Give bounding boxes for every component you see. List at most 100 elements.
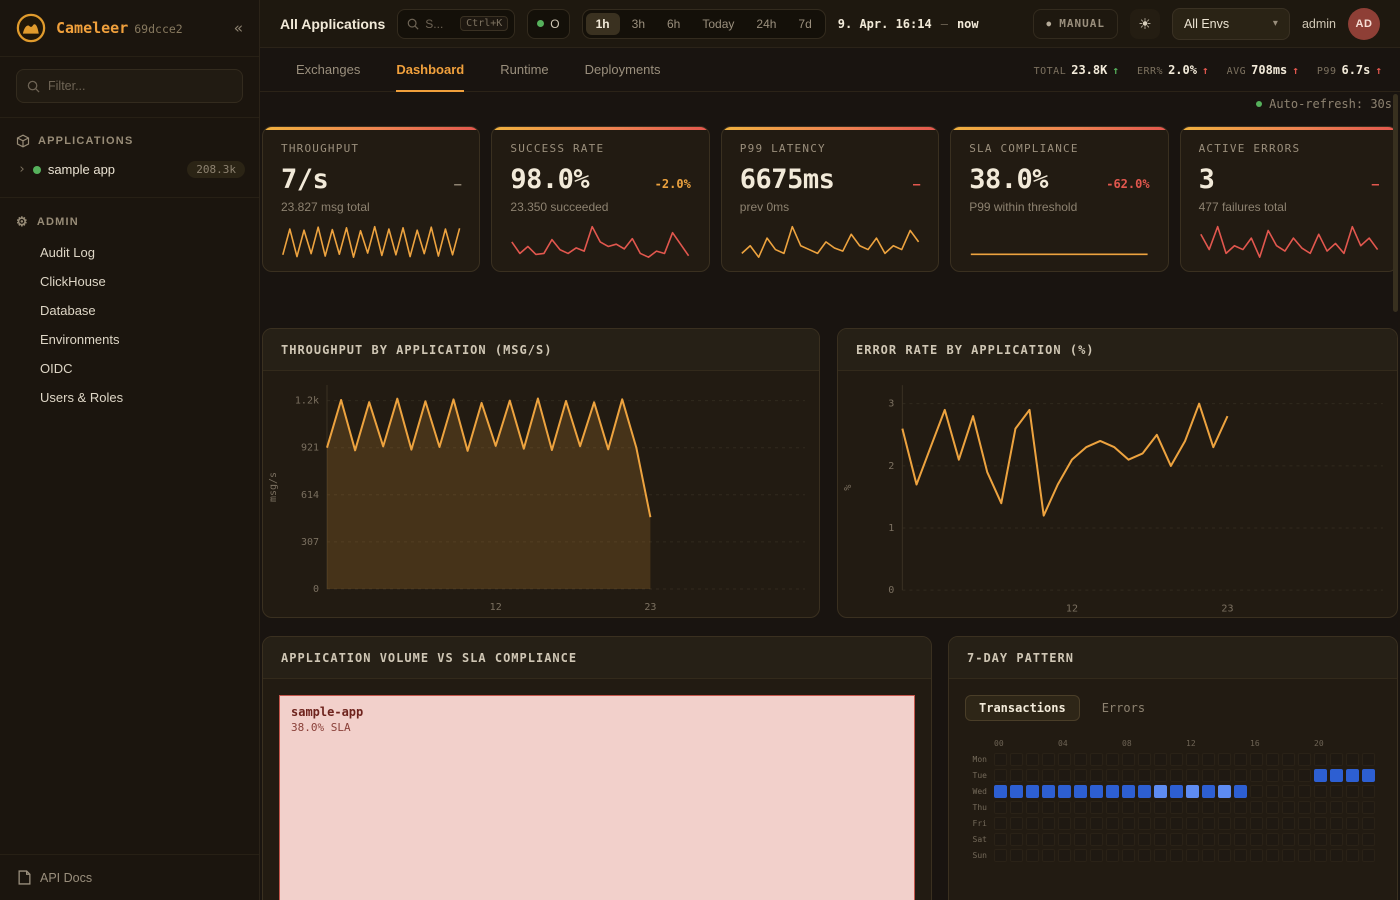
heatmap-cell[interactable] [1298,849,1311,862]
user-avatar[interactable]: AD [1348,7,1380,40]
heatmap-cell[interactable] [1058,817,1071,830]
heatmap-cell[interactable] [1090,833,1103,846]
heatmap-cell[interactable] [1202,849,1215,862]
heatmap-cell[interactable] [1010,817,1023,830]
heatmap-cell[interactable] [1346,801,1359,814]
heatmap-cell[interactable] [1074,785,1087,798]
throughput-chart-plot[interactable]: 0 307 614 921 1.2k 12 23 msg/s [263,371,819,618]
filter-input-box[interactable] [16,69,243,103]
heatmap-cell[interactable] [1106,769,1119,782]
heatmap-cell[interactable] [1266,849,1279,862]
heatmap-cell[interactable] [1346,817,1359,830]
heatmap-cell[interactable] [1026,817,1039,830]
heatmap-cell[interactable] [1154,753,1167,766]
heatmap-cell[interactable] [1362,801,1375,814]
heatmap-cell[interactable] [1042,785,1055,798]
heatmap-cell[interactable] [1058,769,1071,782]
heatmap-cell[interactable] [1234,769,1247,782]
heatmap-cell[interactable] [1282,833,1295,846]
heatmap-cell[interactable] [1058,801,1071,814]
heatmap-cell[interactable] [1074,801,1087,814]
sidebar-item-clickhouse[interactable]: ClickHouse [40,274,106,289]
heatmap-cell[interactable] [994,753,1007,766]
heatmap-cell[interactable] [1250,801,1263,814]
heatmap-cell[interactable] [1362,833,1375,846]
tab-runtime[interactable]: Runtime [500,61,549,77]
heatmap-cell[interactable] [1282,817,1295,830]
heatmap-cell[interactable] [1170,833,1183,846]
heatmap-cell[interactable] [1010,785,1023,798]
heatmap-cell[interactable] [1362,785,1375,798]
heatmap-cell[interactable] [1234,801,1247,814]
sidebar-item-users-roles[interactable]: Users & Roles [40,390,124,405]
heatmap-cell[interactable] [1010,801,1023,814]
sidebar-footer[interactable]: API Docs [0,854,259,900]
theme-toggle-button[interactable]: ☀ [1129,8,1160,39]
heatmap-cell[interactable] [1154,849,1167,862]
heatmap-cell[interactable] [1266,785,1279,798]
heatmap-cell[interactable] [1154,785,1167,798]
date-range-picker[interactable]: 9. Apr. 16:14 — now [838,17,979,31]
heatmap-cell[interactable] [1186,833,1199,846]
heatmap-cell[interactable] [1330,801,1343,814]
global-search[interactable]: S... Ctrl+K [397,8,516,39]
heatmap-cell[interactable] [1218,753,1231,766]
heatmap-cell[interactable] [1282,753,1295,766]
heatmap-cell[interactable] [1330,833,1343,846]
heatmap-cell[interactable] [1218,785,1231,798]
heatmap-cell[interactable] [1106,801,1119,814]
heatmap-cell[interactable] [1090,753,1103,766]
heatmap-cell[interactable] [1298,833,1311,846]
heatmap-cell[interactable] [1074,817,1087,830]
heatmap-cell[interactable] [1298,785,1311,798]
heatmap-cell[interactable] [1122,801,1135,814]
heatmap-cell[interactable] [1122,833,1135,846]
heatmap-cell[interactable] [1282,849,1295,862]
heatmap-cell[interactable] [1154,817,1167,830]
heatmap-cell[interactable] [1234,785,1247,798]
scrollbar-thumb[interactable] [1393,94,1398,312]
heatmap-cell[interactable] [1170,817,1183,830]
heatmap-cell[interactable] [1234,753,1247,766]
heatmap-cell[interactable] [1314,753,1327,766]
heatmap-cell[interactable] [1234,833,1247,846]
heatmap-cell[interactable] [1186,849,1199,862]
heatmap-cell[interactable] [1058,785,1071,798]
heatmap-cell[interactable] [1234,817,1247,830]
heatmap-cell[interactable] [994,785,1007,798]
heatmap-cell[interactable] [1202,817,1215,830]
heatmap-cell[interactable] [1298,769,1311,782]
heatmap-cell[interactable] [1090,769,1103,782]
heatmap-cell[interactable] [1042,833,1055,846]
heatmap-cell[interactable] [1138,785,1151,798]
heatmap-cell[interactable] [1170,801,1183,814]
heatmap-cell[interactable] [1170,753,1183,766]
heatmap-cell[interactable] [1218,769,1231,782]
heatmap-cell[interactable] [1186,769,1199,782]
heatmap-cell[interactable] [1266,833,1279,846]
heatmap-cell[interactable] [1314,833,1327,846]
heatmap-cell[interactable] [1330,769,1343,782]
heatmap-cell[interactable] [1218,801,1231,814]
heatmap-cell[interactable] [1362,849,1375,862]
sidebar-item-database[interactable]: Database [40,303,96,318]
sidebar-item-audit-log[interactable]: Audit Log [40,245,95,260]
refresh-mode-button[interactable]: ● MANUAL [1033,8,1118,39]
heatmap-cell[interactable] [1250,833,1263,846]
heatmap-cell[interactable] [1330,849,1343,862]
heatmap-cell[interactable] [1090,801,1103,814]
heatmap-cell[interactable] [1042,769,1055,782]
heatmap-cell[interactable] [1074,833,1087,846]
heatmap-cell[interactable] [1042,753,1055,766]
heatmap-cell[interactable] [1234,849,1247,862]
heatmap-cell[interactable] [1298,817,1311,830]
heatmap-cell[interactable] [1042,849,1055,862]
heatmap-cell[interactable] [994,801,1007,814]
heatmap-tab-errors[interactable]: Errors [1088,695,1159,721]
heatmap-cell[interactable] [1090,817,1103,830]
heatmap-cell[interactable] [1186,801,1199,814]
heatmap-cell[interactable] [1074,753,1087,766]
heatmap-cell[interactable] [1202,833,1215,846]
heatmap-cell[interactable] [1090,849,1103,862]
